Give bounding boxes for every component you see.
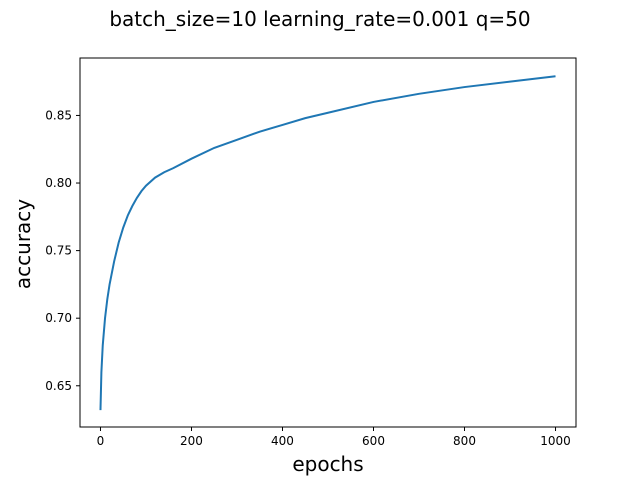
x-axis-label: epochs (292, 452, 363, 476)
x-axis-ticks: 0 200 400 600 800 1000 (97, 427, 571, 448)
x-tick-label: 1000 (540, 434, 571, 448)
y-axis-label: accuracy (11, 199, 35, 289)
y-tick-label: 0.70 (45, 311, 72, 325)
y-tick-label: 0.80 (45, 176, 72, 190)
x-tick-label: 800 (453, 434, 476, 448)
y-tick-label: 0.75 (45, 244, 72, 258)
y-tick-label: 0.65 (45, 379, 72, 393)
plot-area (79, 57, 577, 428)
accuracy-series-line (99, 75, 556, 411)
x-tick-label: 0 (97, 434, 105, 448)
x-tick-label: 600 (362, 434, 385, 448)
y-axis-ticks: 0.65 0.70 0.75 0.80 0.85 (45, 108, 80, 393)
y-tick-label: 0.85 (45, 108, 72, 122)
x-tick-label: 400 (271, 434, 294, 448)
chart-title: batch_size=10 learning_rate=0.001 q=50 (109, 7, 530, 31)
x-tick-label: 200 (180, 434, 203, 448)
